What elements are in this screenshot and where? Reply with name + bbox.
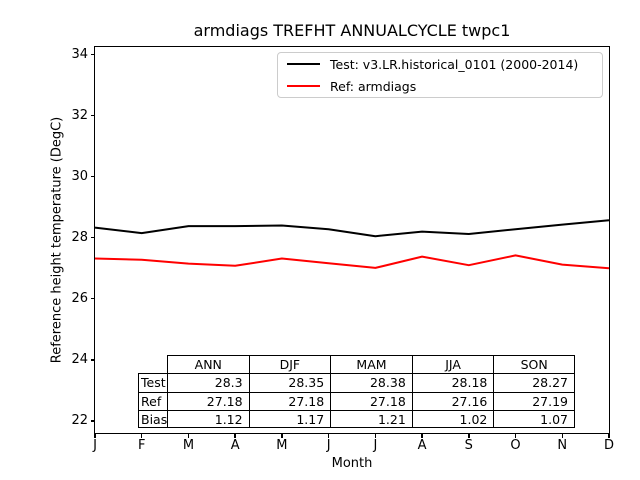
y-tick-label: 30 — [71, 168, 88, 184]
x-tick-mark — [327, 434, 330, 438]
table-col-header: MAM — [330, 355, 412, 374]
test-series-line — [94, 219, 610, 238]
y-tick-label: 26 — [71, 290, 88, 306]
legend-label-test: Test: v3.LR.historical_0101 (2000-2014) — [330, 56, 579, 72]
table-col-header: JJA — [411, 355, 494, 374]
x-tick-mark — [374, 434, 377, 438]
x-tick-label: J — [93, 438, 97, 453]
ref-line-swatch — [287, 84, 320, 88]
table-cell: 27.19 — [493, 391, 575, 410]
table-col-header: DJF — [248, 355, 331, 374]
series-lines — [94, 219, 610, 270]
x-tick-label: D — [603, 438, 614, 453]
x-tick-mark — [468, 434, 470, 438]
x-tick-label: S — [464, 438, 473, 453]
table-cell: 1.02 — [411, 409, 494, 429]
table-cell: 28.18 — [411, 373, 494, 392]
x-tick-label: A — [417, 438, 427, 453]
table-cell: 27.18 — [167, 391, 249, 410]
legend-entry-ref: Ref: armdiags — [287, 78, 602, 95]
legend: Test: v3.LR.historical_0101 (2000-2014) … — [277, 52, 603, 98]
y-tick-mark — [90, 114, 95, 117]
x-tick-mark — [234, 434, 236, 438]
table-cell: 28.35 — [248, 373, 331, 392]
test-line-swatch — [287, 62, 320, 66]
table-cell: 1.17 — [248, 409, 331, 429]
legend-label-ref: Ref: armdiags — [330, 78, 417, 94]
ref-series-line — [94, 254, 610, 270]
x-tick-mark — [608, 434, 610, 438]
x-tick-label: F — [137, 438, 146, 453]
x-tick-mark — [187, 434, 190, 438]
y-tick-mark — [90, 359, 95, 361]
table-cell: 27.16 — [411, 391, 494, 410]
x-tick-mark — [561, 434, 564, 438]
legend-entry-test: Test: v3.LR.historical_0101 (2000-2014) — [287, 56, 602, 73]
x-tick-label: M — [182, 438, 195, 453]
table-col-header: ANN — [167, 355, 249, 374]
y-tick-mark — [90, 175, 95, 178]
y-tick-mark — [90, 53, 95, 56]
x-tick-label: A — [230, 438, 240, 453]
x-tick-label: M — [276, 438, 288, 453]
table-row-label: Ref — [138, 391, 167, 410]
table-row-label: Bias — [138, 409, 167, 429]
y-tick-mark — [90, 236, 95, 239]
y-tick-label: 28 — [71, 229, 88, 245]
table-cell: 1.12 — [167, 409, 249, 429]
x-tick-mark — [140, 434, 143, 438]
y-tick-label: 34 — [71, 46, 88, 62]
table-cell: 27.18 — [330, 391, 412, 410]
y-tick-mark — [90, 297, 95, 300]
table-cell: 28.38 — [330, 373, 412, 392]
x-tick-label: O — [510, 438, 521, 453]
x-axis-label: Month — [331, 456, 373, 471]
x-tick-mark — [94, 434, 96, 438]
table-cell: 1.21 — [330, 409, 412, 429]
table-row-label: Test — [138, 373, 167, 392]
table-cell: 27.18 — [248, 391, 331, 410]
x-tick-mark — [421, 434, 423, 438]
x-tick-label: J — [373, 438, 378, 453]
table-cell: 28.27 — [493, 373, 575, 392]
table-cell: 28.3 — [167, 373, 249, 392]
x-tick-mark — [281, 434, 283, 438]
y-tick-label: 32 — [71, 107, 88, 123]
table-cell: 1.07 — [493, 409, 575, 429]
x-tick-label: J — [326, 438, 331, 453]
y-tick-mark — [90, 420, 95, 422]
plot-area — [94, 46, 610, 434]
y-tick-label: 24 — [71, 351, 88, 367]
x-tick-mark — [514, 434, 517, 438]
x-tick-label: N — [557, 438, 568, 453]
table-col-header: SON — [493, 355, 575, 374]
y-tick-label: 22 — [71, 412, 88, 428]
chart-title: armdiags TREFHT ANNUALCYCLE twpc1 — [193, 21, 511, 40]
